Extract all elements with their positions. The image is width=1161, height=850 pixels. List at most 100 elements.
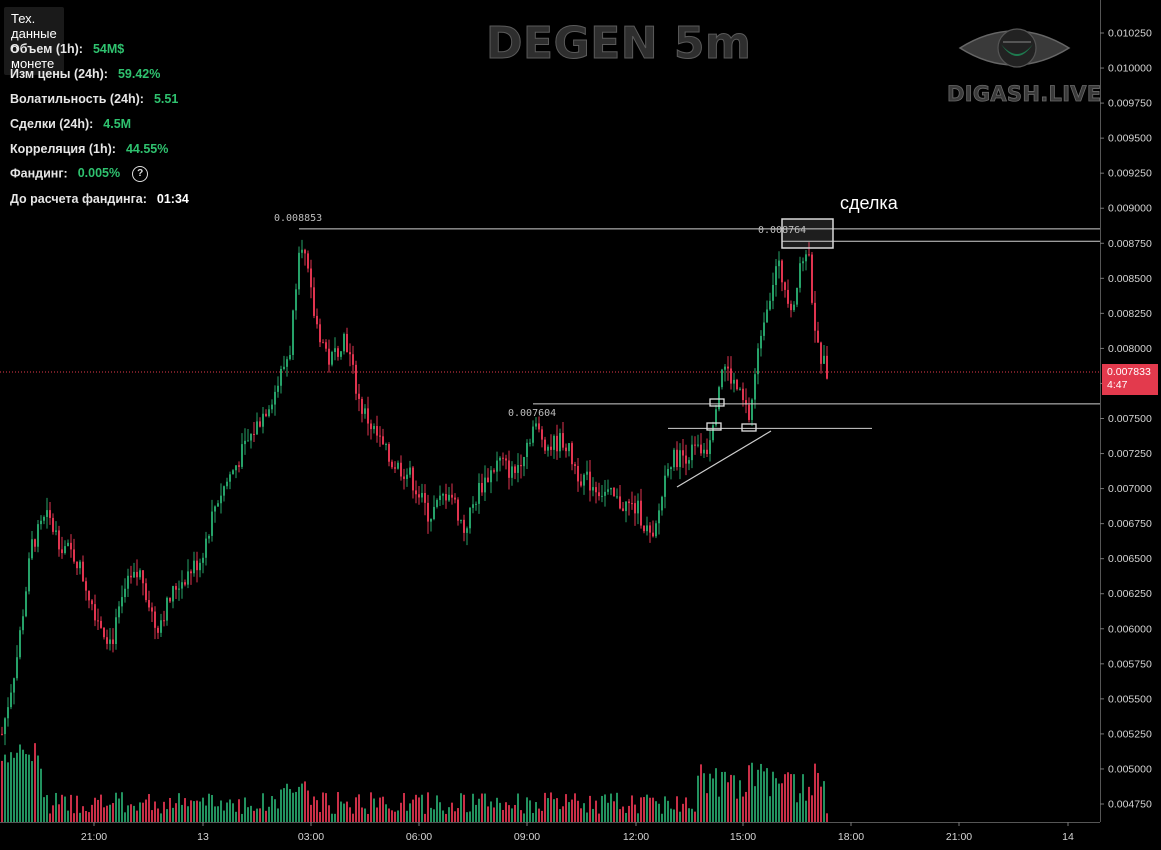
candle-body	[355, 364, 357, 394]
volume-bar	[49, 813, 51, 822]
candle-body	[175, 586, 177, 590]
candle-body	[406, 474, 408, 479]
volume-bar	[523, 813, 525, 822]
volume-bar	[454, 811, 456, 822]
candle-body	[817, 330, 819, 343]
candle-body	[115, 617, 117, 644]
candle-body	[739, 388, 741, 390]
candle-body	[577, 465, 579, 482]
volume-bar	[286, 783, 288, 822]
candle-body	[436, 500, 438, 507]
candle-body	[754, 374, 756, 400]
candle-body	[442, 493, 444, 496]
candle-body	[403, 476, 405, 479]
volume-bar	[373, 798, 375, 822]
volume-bar	[688, 808, 690, 822]
volume-bar	[85, 810, 87, 822]
volume-bar	[196, 800, 198, 822]
candle-body	[793, 304, 795, 311]
deal-price-label: 0.008764	[758, 225, 806, 236]
time-tick-label: 06:00	[406, 831, 432, 843]
volume-bar	[205, 805, 207, 822]
candle-body	[250, 433, 252, 441]
volume-bar	[817, 772, 819, 822]
time-tick-label: 13	[197, 831, 209, 843]
info-label: Изм цены (24h):	[10, 67, 108, 81]
volume-bar	[229, 799, 231, 822]
candle-body	[196, 560, 198, 571]
candle-body	[358, 393, 360, 399]
price-tick-label: 0.009250	[1108, 168, 1152, 180]
candle-body	[460, 519, 462, 521]
candle-body	[100, 620, 102, 628]
volume-bar	[361, 807, 363, 822]
volume-bar	[160, 813, 162, 822]
candle-body	[511, 466, 513, 478]
volume-bar	[277, 808, 279, 822]
volume-bar	[562, 806, 564, 822]
info-label: Сделки (24h):	[10, 117, 94, 131]
candle-body	[490, 470, 492, 483]
candle-body	[412, 467, 414, 491]
candle-body	[142, 570, 144, 584]
candle-body	[289, 354, 291, 360]
candle-body	[112, 639, 114, 644]
candle-body	[10, 692, 12, 708]
volume-bar	[679, 811, 681, 822]
candle-body	[772, 284, 774, 301]
volume-bar	[802, 774, 804, 822]
candle-body	[631, 503, 633, 505]
candle-body	[823, 355, 825, 364]
candle-body	[79, 561, 81, 569]
candle-body	[202, 557, 204, 563]
volume-bar	[538, 808, 540, 822]
candle-body	[187, 571, 189, 585]
volume-bar	[169, 797, 171, 822]
candle-body	[52, 517, 54, 532]
candle-body	[430, 519, 432, 522]
info-value: 44.55%	[125, 142, 169, 156]
volume-bar	[163, 801, 165, 822]
candle-body	[499, 457, 501, 461]
volume-bar	[640, 797, 642, 822]
help-icon[interactable]: ?	[132, 166, 149, 182]
candle-body	[496, 460, 498, 472]
candle-body	[535, 423, 537, 427]
volume-bar	[709, 773, 711, 822]
candle-body	[304, 249, 306, 254]
volume-bar	[571, 799, 573, 822]
volume-bar	[463, 794, 465, 822]
candle-body	[475, 503, 477, 505]
volume-bar	[724, 771, 726, 822]
volume-bar	[349, 807, 351, 822]
volume-bar	[199, 801, 201, 822]
candle-body	[733, 379, 735, 384]
candle-body	[493, 470, 495, 472]
volume-bar	[418, 797, 420, 822]
candle-body	[85, 581, 87, 591]
volume-bar	[148, 794, 150, 822]
candle-body	[94, 604, 96, 621]
volume-bar	[145, 799, 147, 822]
volume-bar	[208, 793, 210, 822]
volume-bar	[202, 797, 204, 822]
candle-body	[700, 444, 702, 454]
volume-bar	[328, 805, 330, 822]
candle-body	[385, 444, 387, 446]
candle-body	[154, 611, 156, 628]
volume-bar	[256, 808, 258, 822]
candle-body	[457, 499, 459, 521]
volume-bar	[364, 808, 366, 822]
candle-body	[346, 333, 348, 353]
volume-bar	[718, 796, 720, 822]
candle-body	[613, 487, 615, 497]
volume-bar	[532, 812, 534, 822]
price-tick-label: 0.005500	[1108, 693, 1152, 705]
candle-body	[226, 481, 228, 487]
deal-annotation-label: сделка	[840, 193, 898, 213]
volume-bar	[748, 765, 750, 822]
price-tick-label: 0.009750	[1108, 98, 1152, 110]
candle-body	[109, 639, 111, 644]
volume-bar	[595, 800, 597, 822]
